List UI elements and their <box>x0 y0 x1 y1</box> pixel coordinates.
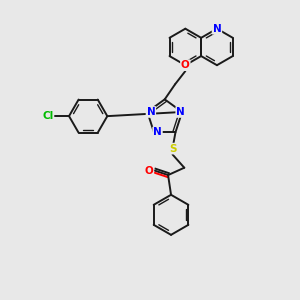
Text: N: N <box>176 107 185 117</box>
Text: S: S <box>169 144 176 154</box>
Text: N: N <box>146 107 155 117</box>
Text: N: N <box>213 24 221 34</box>
Text: O: O <box>145 166 153 176</box>
Text: O: O <box>181 60 190 70</box>
Text: N: N <box>153 128 162 137</box>
Text: Cl: Cl <box>42 111 53 121</box>
